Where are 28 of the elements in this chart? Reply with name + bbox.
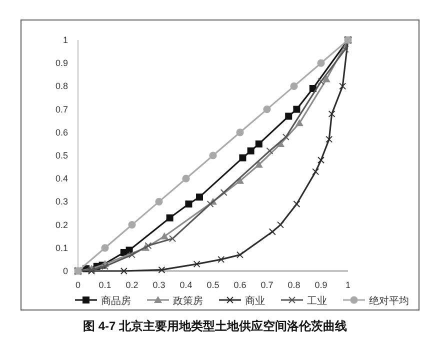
x-tick-label: 0.8 bbox=[288, 280, 300, 290]
legend-label: 绝对平均 bbox=[369, 295, 409, 307]
y-tick-label: 0.4 bbox=[55, 174, 68, 184]
y-tick-label: 0.5 bbox=[55, 150, 68, 160]
y-tick-label: 0.2 bbox=[55, 220, 68, 230]
y-tick-label: 1 bbox=[62, 35, 68, 45]
x-tick-label: 0.9 bbox=[314, 280, 328, 290]
x-tick-label: 0.1 bbox=[98, 280, 112, 290]
legend-label: 商品房 bbox=[101, 295, 131, 307]
y-tick-label: 0.8 bbox=[55, 81, 68, 92]
y-tick-label: 0.3 bbox=[55, 196, 68, 207]
x-tick-label: 0.2 bbox=[126, 280, 138, 290]
legend-label: 工业 bbox=[307, 295, 327, 307]
text: 图 4-7 北京主要用地类型土地供应空间洛伦茨曲线 bbox=[82, 319, 348, 333]
y-tick-label: 0 bbox=[62, 266, 68, 276]
x-tick-label: 0.6 bbox=[234, 280, 246, 290]
y-tick-label: 0.9 bbox=[55, 58, 68, 68]
y-tick-label: 0.1 bbox=[55, 242, 68, 253]
x-tick-label: 0.4 bbox=[180, 280, 192, 290]
x-tick-label: 1 bbox=[345, 280, 351, 290]
x-tick-label: 0.7 bbox=[260, 280, 274, 290]
x-tick-label: 0.3 bbox=[152, 280, 166, 290]
legend-label: 政策房 bbox=[173, 295, 203, 307]
y-tick-label: 0.6 bbox=[55, 127, 68, 138]
legend-label: 商业 bbox=[245, 295, 265, 307]
y-tick-label: 0.7 bbox=[55, 104, 68, 114]
x-tick-label: 0 bbox=[75, 280, 81, 290]
x-tick-label: 0.5 bbox=[206, 280, 220, 290]
